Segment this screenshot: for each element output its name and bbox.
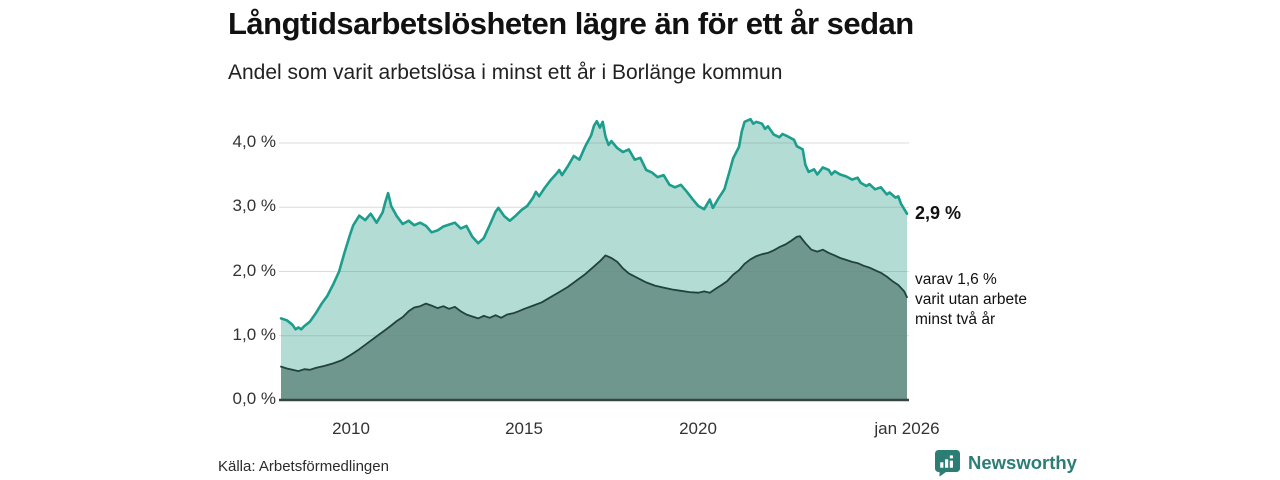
y-tick-label: 3,0 %	[232, 196, 276, 216]
x-tick-label: 2015	[505, 419, 543, 438]
chart-subtitle: Andel som varit arbetslösa i minst ett å…	[228, 61, 783, 84]
x-tick-label: jan 2026	[874, 419, 940, 438]
series-line-0	[279, 117, 909, 331]
y-tick-label: 1,0 %	[232, 324, 276, 344]
newsworthy-logo: Newsworthy	[934, 449, 1077, 477]
x-tick-label: 2020	[679, 419, 717, 438]
y-tick-label: 4,0 %	[232, 132, 276, 151]
page-title: Långtidsarbetslösheten lägre än för ett …	[228, 6, 914, 41]
x-axis-tick-labels: 2010 2015 2020 jan 2026	[0, 419, 1280, 443]
newsworthy-wordmark: Newsworthy	[968, 452, 1077, 473]
source-caption: Källa: Arbetsförmedlingen	[218, 458, 389, 475]
newsworthy-icon	[935, 450, 960, 477]
y-axis-tick-labels: 0,0 % 1,0 % 2,0 % 3,0 % 4,0 %	[150, 0, 276, 480]
y-tick-label: 0,0 %	[232, 389, 276, 408]
end-value-label-total: 2,9 %	[915, 203, 962, 223]
y-tick-label: 2,0 %	[232, 260, 276, 280]
end-value-label-two-year: varav 1,6 % varit utan arbete minst två …	[915, 271, 1028, 328]
x-tick-label: 2010	[332, 419, 370, 438]
series-area-1	[281, 236, 907, 400]
series-line-1	[280, 235, 908, 372]
